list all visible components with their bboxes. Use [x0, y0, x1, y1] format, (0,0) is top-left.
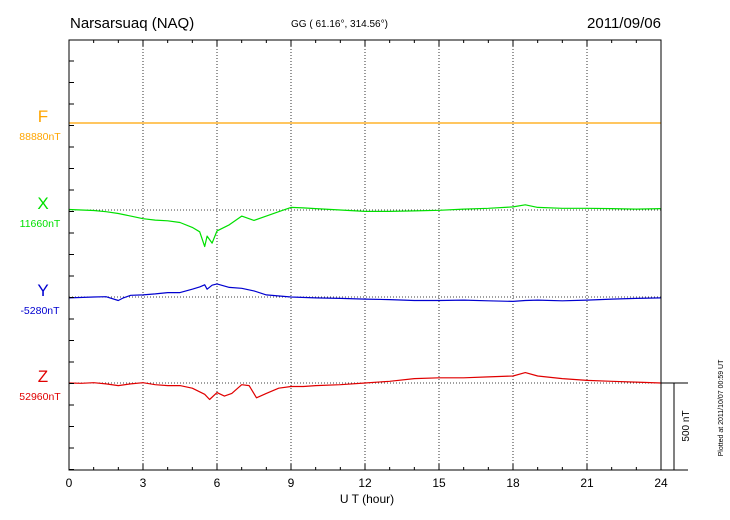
- series-z-baseline-label: 52960nT: [19, 391, 61, 403]
- x-tick-label: 21: [580, 476, 594, 490]
- x-tick-label: 18: [506, 476, 520, 490]
- x-tick-label: 12: [358, 476, 372, 490]
- x-tick-label: 0: [66, 476, 73, 490]
- scale-bar: 500 nT: [661, 382, 692, 471]
- plot-date: 2011/09/06: [587, 15, 661, 32]
- series-x-baseline-label: 11660nT: [20, 218, 61, 230]
- series-x-line: [68, 204, 662, 248]
- series-f-baseline-label: 88880nT: [19, 131, 61, 143]
- x-axis-label: U T (hour): [340, 492, 394, 506]
- series-y-baseline-label: -5280nT: [20, 305, 60, 317]
- series-labels: F 88880nT X 11660nT Y -5280nT Z 52960nT: [19, 107, 61, 403]
- x-tick-label: 6: [214, 476, 221, 490]
- station-coords: GG ( 61.16°, 314.56°): [291, 19, 388, 30]
- plot-frame: [68, 39, 662, 471]
- series-z-line: [68, 372, 662, 401]
- grid-lines: [142, 40, 588, 470]
- plotted-timestamp: Plotted at 2011/10/07 00:59 UT: [718, 359, 725, 456]
- scale-bar-label: 500 nT: [681, 410, 692, 441]
- x-tick-label: 15: [432, 476, 446, 490]
- series-y-name: Y: [37, 281, 48, 300]
- x-tick-label: 3: [140, 476, 147, 490]
- x-tick-label: 24: [654, 476, 668, 490]
- series-x-name: X: [37, 194, 48, 213]
- station-title: Narsarsuaq (NAQ): [70, 15, 194, 32]
- x-ticks: 0 3 6 9 12 15 18 21 24: [66, 40, 668, 490]
- series-lines: [68, 122, 662, 401]
- series-f-name: F: [38, 107, 48, 126]
- series-z-name: Z: [38, 367, 48, 386]
- x-tick-label: 9: [288, 476, 295, 490]
- series-y-line: [68, 283, 662, 302]
